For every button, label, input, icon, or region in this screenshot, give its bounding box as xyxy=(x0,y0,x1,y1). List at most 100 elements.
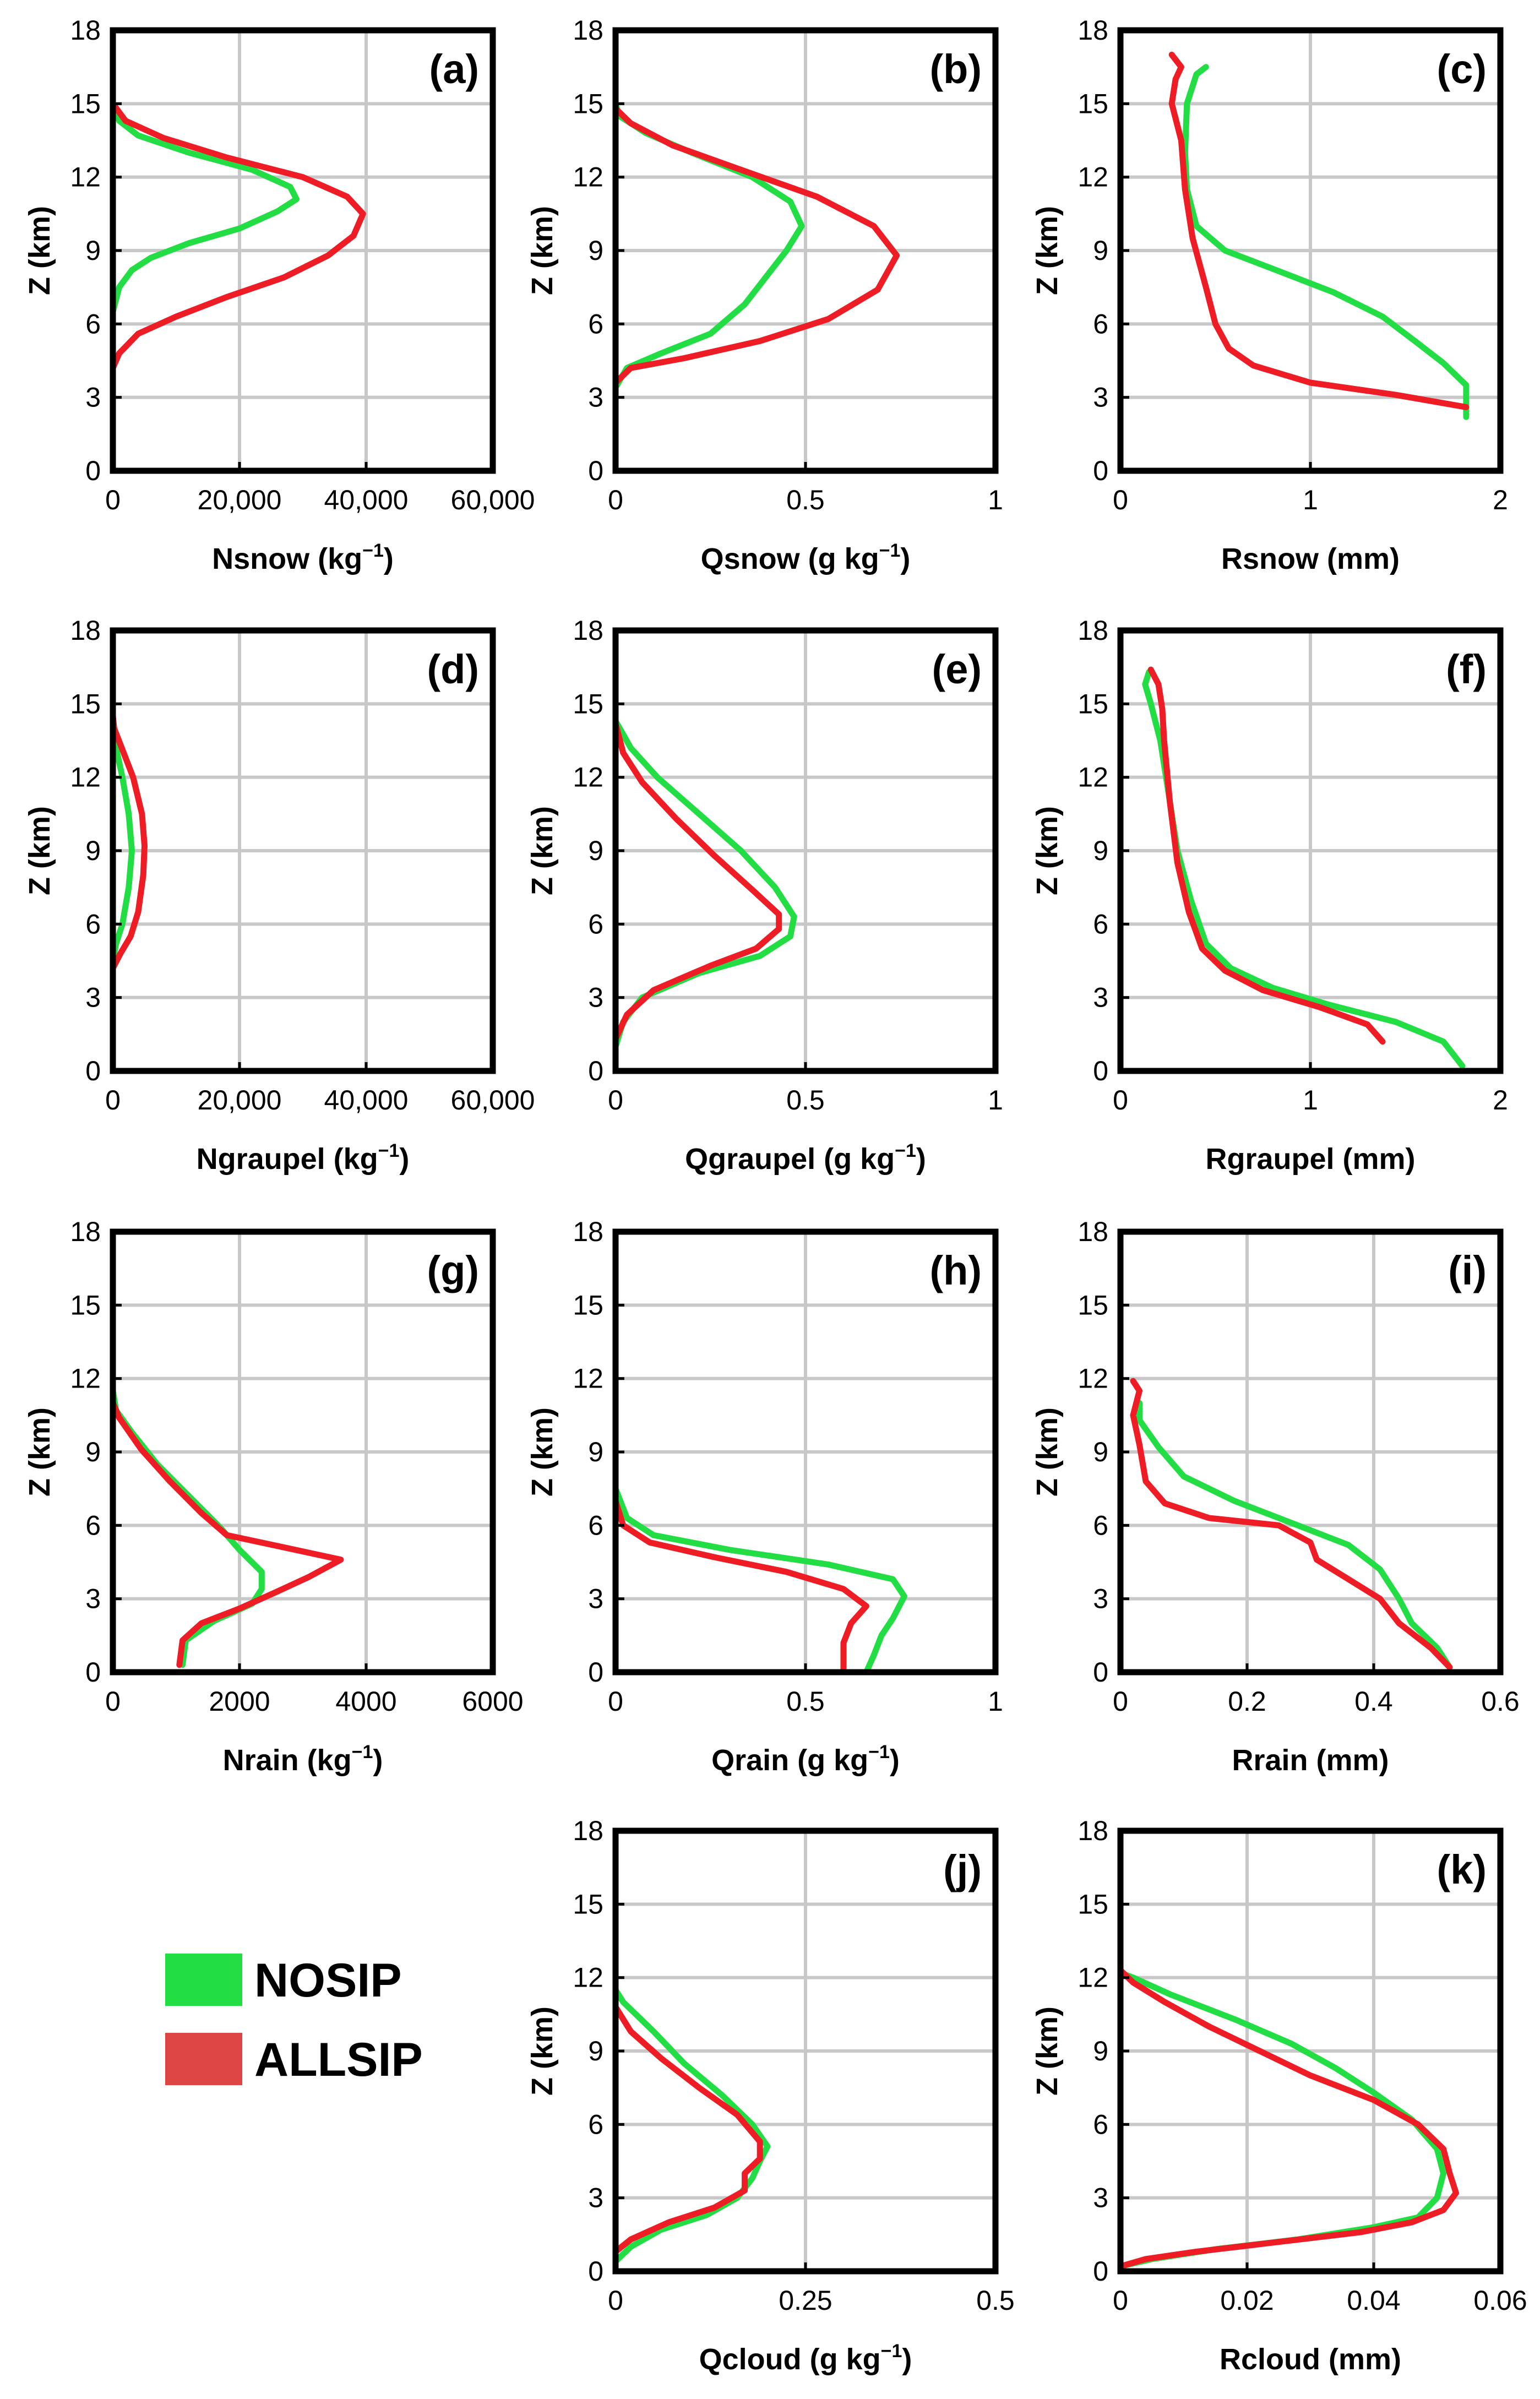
x-tick-label: 2000 xyxy=(209,1686,270,1717)
x-tick-label: 60,000 xyxy=(451,1085,535,1116)
panel-label: (d) xyxy=(427,646,480,692)
y-tick-label: 15 xyxy=(1078,688,1108,719)
series-line-allsip xyxy=(110,27,366,474)
y-axis-label: Z (km) xyxy=(23,1407,56,1497)
x-tick-label: 0 xyxy=(105,485,121,515)
series-line-nosip xyxy=(612,1228,907,1676)
x-tick-label: 0.5 xyxy=(976,2285,1015,2316)
y-tick-label: 3 xyxy=(85,382,101,413)
y-tick-label: 3 xyxy=(1093,982,1108,1013)
y-tick-label: 18 xyxy=(1078,15,1108,46)
x-tick-label: 6000 xyxy=(462,1686,523,1717)
y-tick-label: 15 xyxy=(1078,88,1108,119)
y-tick-label: 12 xyxy=(70,162,101,193)
x-axis-label: Rrain (mm) xyxy=(1232,1744,1389,1777)
y-tick-label: 12 xyxy=(70,1363,101,1394)
x-tick-label: 0.5 xyxy=(786,1085,825,1116)
y-tick-label: 6 xyxy=(85,308,101,339)
y-tick-label: 18 xyxy=(573,1216,603,1247)
series-line-allsip xyxy=(612,1827,763,2267)
y-axis-label: Z (km) xyxy=(526,806,559,895)
panel-label: (h) xyxy=(930,1248,982,1293)
series-line-allsip xyxy=(612,27,900,474)
y-axis-label: Z (km) xyxy=(23,206,56,295)
y-tick-label: 9 xyxy=(588,835,603,866)
y-tick-label: 12 xyxy=(573,762,603,793)
y-tick-label: 12 xyxy=(1078,762,1108,793)
series-line-allsip xyxy=(110,1228,344,1668)
y-tick-label: 15 xyxy=(573,1290,603,1320)
x-axis-label: Rgraupel (mm) xyxy=(1205,1143,1415,1176)
series-line-nosip xyxy=(1182,64,1470,420)
x-tick-label: 0 xyxy=(1113,485,1128,515)
series-line-nosip xyxy=(1136,1400,1453,1671)
x-tick-label: 0 xyxy=(105,1085,121,1116)
y-tick-label: 15 xyxy=(70,1290,101,1320)
y-tick-label: 15 xyxy=(573,88,603,119)
x-axis-label: Rcloud (mm) xyxy=(1220,2343,1401,2376)
y-tick-label: 6 xyxy=(85,909,101,939)
y-tick-label: 15 xyxy=(1078,1889,1108,1919)
y-tick-label: 0 xyxy=(85,1657,101,1688)
y-tick-label: 3 xyxy=(85,1584,101,1614)
panel-i: 0 0.2 0.4 0.6 0 3 6 9 12 15 18 (i) Z (km) Rrain (mm) xyxy=(1031,1216,1520,1777)
y-tick-label: 12 xyxy=(1078,1962,1108,1993)
y-tick-label: 15 xyxy=(70,688,101,719)
x-tick-label: 0 xyxy=(608,2285,623,2316)
y-tick-label: 18 xyxy=(70,15,101,46)
y-tick-label: 9 xyxy=(85,835,101,866)
x-tick-label: 0.4 xyxy=(1354,1686,1393,1717)
y-tick-label: 6 xyxy=(1093,1510,1108,1541)
y-tick-label: 6 xyxy=(588,308,603,339)
y-axis-label: Z (km) xyxy=(526,206,559,295)
y-tick-label: 9 xyxy=(1093,1437,1108,1467)
y-tick-label: 3 xyxy=(588,982,603,1013)
y-tick-label: 18 xyxy=(573,615,603,646)
legend: NOSIP ALLSIP xyxy=(165,1954,423,2086)
x-tick-label: 0 xyxy=(1113,2285,1128,2316)
x-axis-label: Qcloud (g kg−1) xyxy=(699,2341,912,2376)
y-tick-label: 18 xyxy=(573,1815,603,1846)
y-tick-label: 9 xyxy=(85,1437,101,1467)
x-tick-label: 1 xyxy=(1303,1085,1318,1116)
panel-h: 0 0.5 1 0 3 6 9 12 15 18 (h) Z (km) Qrain (g kg−1) xyxy=(526,1216,1003,1777)
panel-label: (i) xyxy=(1448,1248,1487,1293)
x-axis-label: Nsnow (kg−1) xyxy=(212,540,394,575)
y-tick-label: 0 xyxy=(1093,2256,1108,2287)
series-line-allsip xyxy=(612,1228,869,1676)
y-tick-label: 6 xyxy=(85,1510,101,1541)
legend-label-allsip: ALLSIP xyxy=(254,2033,423,2086)
y-axis-label: Z (km) xyxy=(526,1407,559,1497)
y-tick-label: 0 xyxy=(588,455,603,486)
series-line-allsip xyxy=(1130,1378,1453,1671)
y-tick-label: 3 xyxy=(1093,1584,1108,1614)
y-tick-label: 0 xyxy=(1093,1056,1108,1086)
x-tick-label: 0 xyxy=(105,1686,121,1717)
y-tick-label: 9 xyxy=(588,2036,603,2066)
y-tick-label: 0 xyxy=(588,2256,603,2287)
y-tick-label: 3 xyxy=(85,982,101,1013)
x-tick-label: 20,000 xyxy=(198,485,282,515)
panel-label: (g) xyxy=(427,1248,480,1293)
x-tick-label: 0 xyxy=(608,1686,623,1717)
y-tick-label: 0 xyxy=(588,1056,603,1086)
panel-b: 0 0.5 1 0 3 6 9 12 15 18 (b) Z (km) Qsnow (g kg−1) xyxy=(526,15,1003,575)
y-tick-label: 15 xyxy=(573,688,603,719)
x-axis-label: Qrain (g kg−1) xyxy=(711,1742,900,1777)
x-axis-label: Ngraupel (kg−1) xyxy=(197,1140,410,1176)
x-tick-label: 0.25 xyxy=(779,2285,832,2316)
x-tick-label: 0 xyxy=(1113,1085,1128,1116)
legend-swatch-allsip xyxy=(165,2033,242,2085)
x-axis-label: Rsnow (mm) xyxy=(1221,542,1400,575)
panel-label: (k) xyxy=(1437,1847,1487,1892)
y-tick-label: 12 xyxy=(573,1363,603,1394)
panel-e: 0 0.5 1 0 3 6 9 12 15 18 (e) Z (km) Qgraupel (g kg−1… xyxy=(526,615,1003,1176)
y-tick-label: 18 xyxy=(1078,1216,1108,1247)
panel-label: (f) xyxy=(1446,646,1487,692)
x-axis-label: Qsnow (g kg−1) xyxy=(701,540,911,575)
x-axis-label: Qgraupel (g kg−1) xyxy=(685,1140,926,1176)
series-line-allsip xyxy=(1168,51,1470,410)
x-tick-label: 40,000 xyxy=(324,485,409,515)
